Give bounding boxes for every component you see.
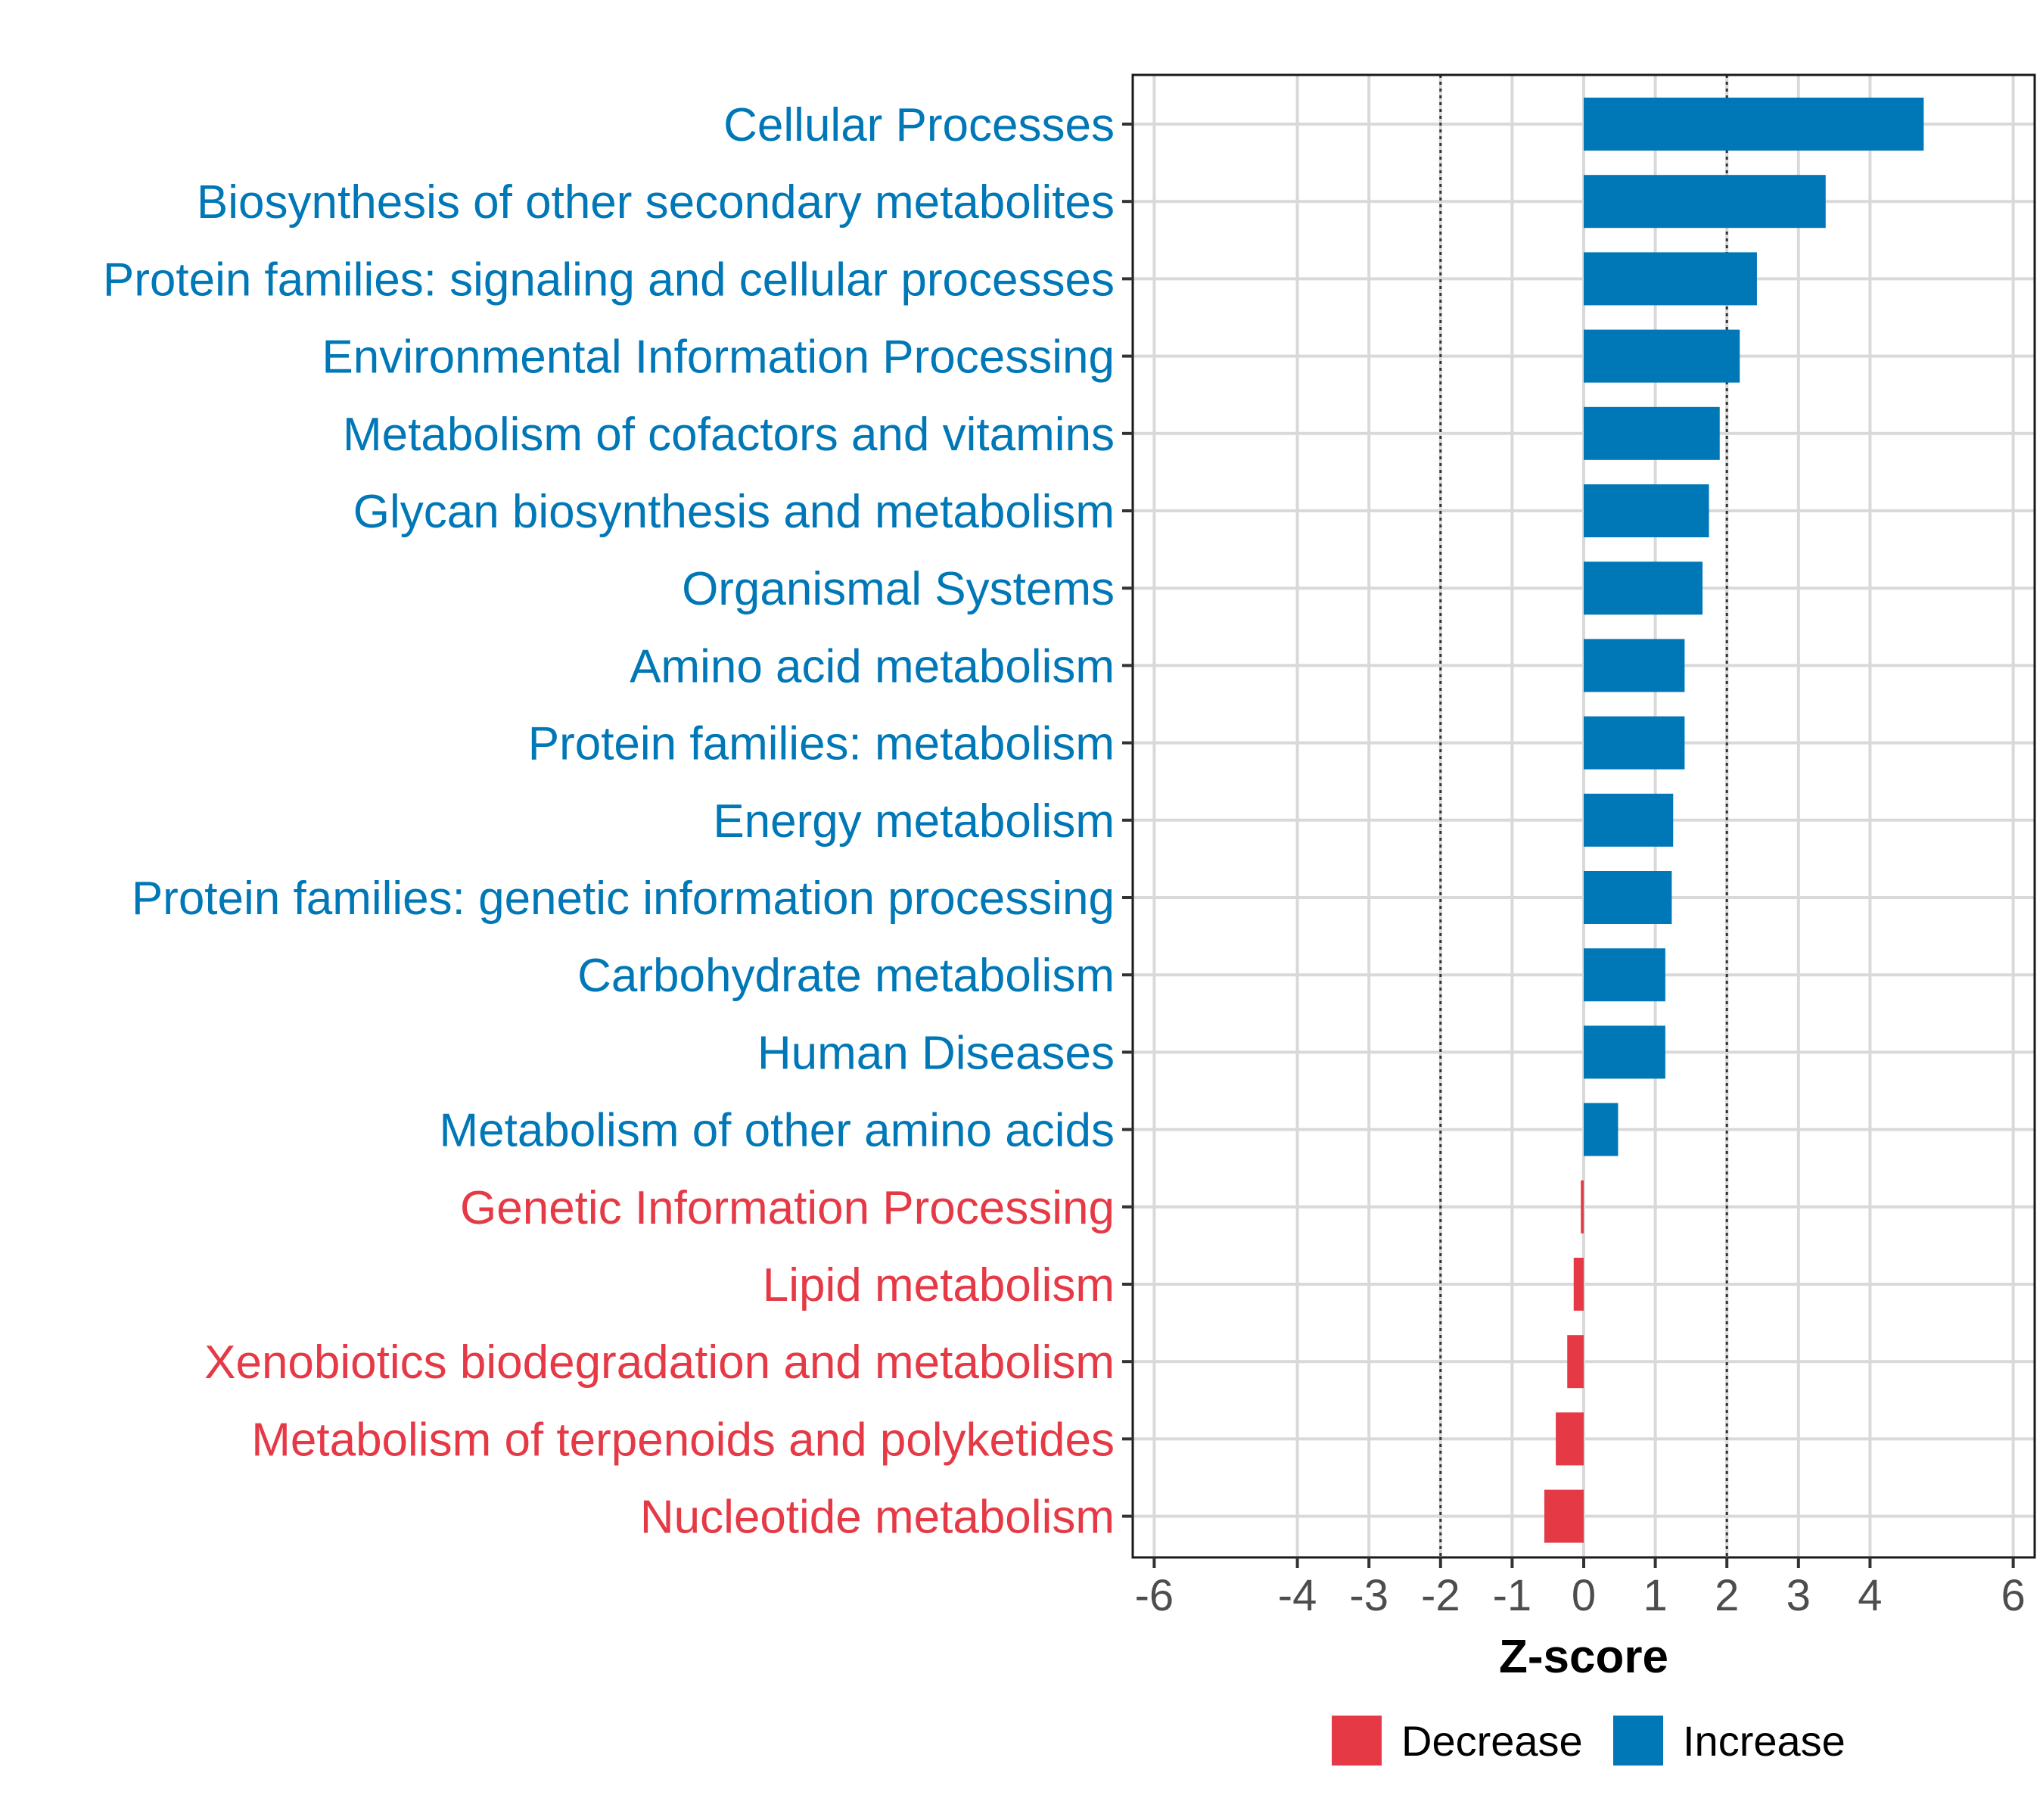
bar-biosynthesis-of-other-secondary-metabolites	[1584, 175, 1826, 229]
x-tick-label: 3	[1786, 1571, 1811, 1620]
bar-environmental-information-processing	[1584, 329, 1740, 383]
x-tick-label: 6	[2001, 1571, 2025, 1620]
x-tick-label: -6	[1135, 1571, 1174, 1620]
bar-protein-families-metabolism	[1584, 716, 1685, 770]
bar-cellular-processes	[1584, 98, 1924, 151]
x-tick-label: -2	[1421, 1571, 1460, 1620]
legend-label-increase: Increase	[1683, 1717, 1846, 1765]
x-tick-label: -4	[1278, 1571, 1317, 1620]
y-tick-label: Protein families: signaling and cellular…	[103, 254, 1115, 306]
legend-label-decrease: Decrease	[1401, 1717, 1583, 1765]
y-tick-label: Metabolism of other amino acids	[439, 1105, 1115, 1157]
x-axis-title: Z-score	[1499, 1631, 1668, 1683]
bar-genetic-information-processing	[1581, 1180, 1584, 1234]
y-tick-label: Carbohydrate metabolism	[577, 950, 1115, 1002]
y-tick-label: Xenobiotics biodegradation and metabolis…	[204, 1336, 1115, 1389]
y-tick-label: Nucleotide metabolism	[640, 1492, 1115, 1544]
bar-protein-families-signaling-and-cellular-processes	[1584, 252, 1757, 306]
bar-amino-acid-metabolism	[1584, 639, 1685, 692]
legend-swatch-increase	[1613, 1716, 1663, 1766]
bar-protein-families-genetic-information-processing	[1584, 871, 1672, 924]
y-tick-label: Protein families: metabolism	[528, 718, 1115, 770]
legend-swatch-decrease	[1332, 1716, 1382, 1766]
x-tick-label: 4	[1858, 1571, 1882, 1620]
y-tick-label: Protein families: genetic information pr…	[132, 873, 1115, 925]
y-tick-label: Organismal Systems	[682, 563, 1115, 615]
y-tick-label: Environmental Information Processing	[322, 331, 1115, 384]
bar-nucleotide-metabolism	[1544, 1489, 1584, 1543]
x-tick-label: -3	[1349, 1571, 1388, 1620]
y-tick-label: Metabolism of terpenoids and polyketides	[251, 1414, 1115, 1466]
y-tick-label: Glycan biosynthesis and metabolism	[353, 486, 1115, 538]
y-tick-label: Amino acid metabolism	[630, 640, 1115, 692]
bar-carbohydrate-metabolism	[1584, 948, 1665, 1002]
y-tick-label: Genetic Information Processing	[460, 1182, 1115, 1234]
y-tick-label: Human Diseases	[757, 1027, 1115, 1079]
y-tick-label: Metabolism of cofactors and vitamins	[343, 409, 1115, 461]
y-tick-label: Lipid metabolism	[763, 1259, 1115, 1311]
x-tick-label: 0	[1572, 1571, 1596, 1620]
x-tick-label: 1	[1643, 1571, 1667, 1620]
y-tick-label: Biosynthesis of other secondary metaboli…	[197, 176, 1115, 229]
x-tick-label: -1	[1493, 1571, 1532, 1620]
bar-xenobiotics-biodegradation-and-metabolism	[1567, 1335, 1584, 1389]
y-tick-label: Cellular Processes	[723, 99, 1115, 151]
bar-lipid-metabolism	[1573, 1258, 1584, 1311]
bar-human-diseases	[1584, 1025, 1665, 1079]
bar-metabolism-of-terpenoids-and-polyketides	[1556, 1412, 1584, 1466]
x-tick-label: 2	[1715, 1571, 1739, 1620]
y-tick-label: Energy metabolism	[713, 795, 1115, 848]
bar-metabolism-of-other-amino-acids	[1584, 1103, 1619, 1156]
bar-organismal-systems	[1584, 562, 1703, 615]
bar-metabolism-of-cofactors-and-vitamins	[1584, 406, 1720, 460]
bar-glycan-biosynthesis-and-metabolism	[1584, 484, 1709, 537]
bar-energy-metabolism	[1584, 793, 1674, 847]
